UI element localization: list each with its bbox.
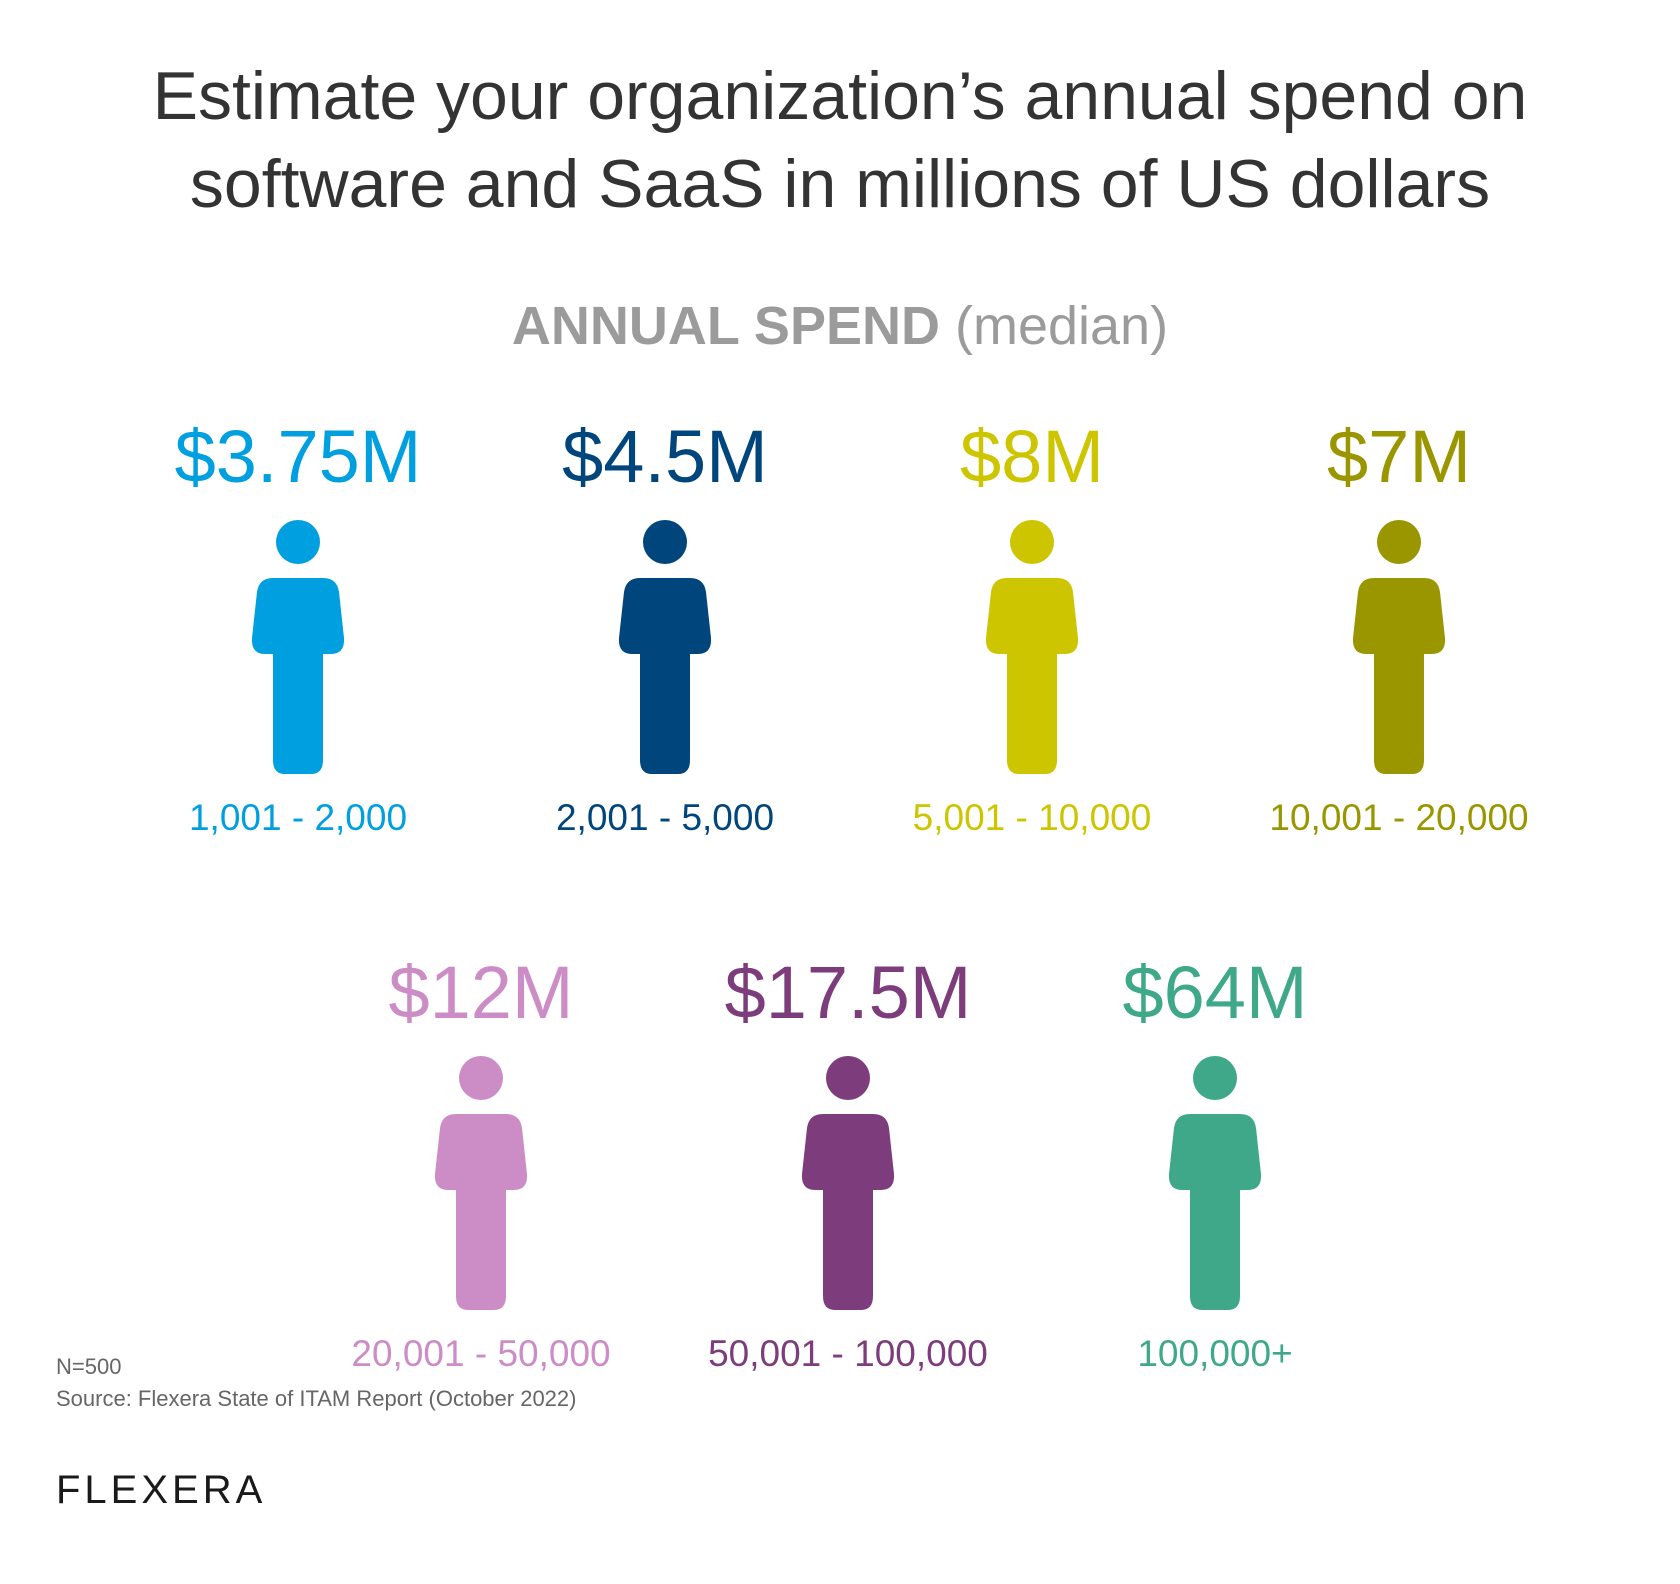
person-body xyxy=(434,1114,528,1310)
person-body xyxy=(618,578,712,774)
person-head xyxy=(276,520,320,564)
person-head xyxy=(643,520,687,564)
person-icon xyxy=(618,520,712,774)
figure-item: $3.75M 1,001 - 2,000 xyxy=(118,412,478,852)
figure-item: $7M 10,001 - 20,000 xyxy=(1219,412,1579,852)
figure-item: $8M 5,001 - 10,000 xyxy=(852,412,1212,852)
figure-item: $64M 100,000+ xyxy=(1035,948,1395,1388)
person-body xyxy=(801,1114,895,1310)
value-label: $7M xyxy=(1327,415,1471,498)
person-icon xyxy=(251,520,345,774)
person-body xyxy=(985,578,1079,774)
person-head xyxy=(1010,520,1054,564)
value-label: $8M xyxy=(960,415,1104,498)
source-note: Source: Flexera State of ITAM Report (Oc… xyxy=(56,1386,577,1411)
person-head xyxy=(1377,520,1421,564)
person-head xyxy=(826,1056,870,1100)
sample-size-note: N=500 xyxy=(56,1354,122,1379)
value-label: $4.5M xyxy=(562,415,768,498)
chart-subtitle: ANNUAL SPEND (median) xyxy=(0,292,1680,360)
value-label: $17.5M xyxy=(724,951,972,1034)
value-label: $12M xyxy=(388,951,574,1034)
range-label: 20,001 - 50,000 xyxy=(351,1333,611,1374)
person-body xyxy=(1352,578,1446,774)
range-label: 100,000+ xyxy=(1137,1333,1293,1374)
chart-title: Estimate your organization’s annual spen… xyxy=(0,52,1680,228)
person-icon xyxy=(1168,1056,1262,1310)
person-icon xyxy=(1352,520,1446,774)
figure-item: $17.5M 50,001 - 100,000 xyxy=(668,948,1028,1388)
figure-item: $12M 20,001 - 50,000 xyxy=(301,948,661,1388)
figure-item: $4.5M 2,001 - 5,000 xyxy=(485,412,845,852)
range-label: 10,001 - 20,000 xyxy=(1269,797,1529,838)
flexera-logo: FLEXERA xyxy=(56,1468,267,1512)
value-label: $64M xyxy=(1122,951,1308,1034)
person-icon xyxy=(434,1056,528,1310)
range-label: 1,001 - 2,000 xyxy=(188,797,408,838)
person-head xyxy=(459,1056,503,1100)
subtitle-light: (median) xyxy=(954,296,1169,356)
range-label: 50,001 - 100,000 xyxy=(708,1333,988,1374)
range-label: 5,001 - 10,000 xyxy=(912,797,1152,838)
range-label: 2,001 - 5,000 xyxy=(555,797,775,838)
subtitle-bold: ANNUAL SPEND xyxy=(511,296,940,356)
person-head xyxy=(1193,1056,1237,1100)
person-icon xyxy=(985,520,1079,774)
person-body xyxy=(1168,1114,1262,1310)
title-line-1: Estimate your organization’s annual spen… xyxy=(152,58,1528,134)
person-body xyxy=(251,578,345,774)
value-label: $3.75M xyxy=(174,415,422,498)
title-line-2: software and SaaS in millions of US doll… xyxy=(189,146,1491,222)
person-icon xyxy=(801,1056,895,1310)
